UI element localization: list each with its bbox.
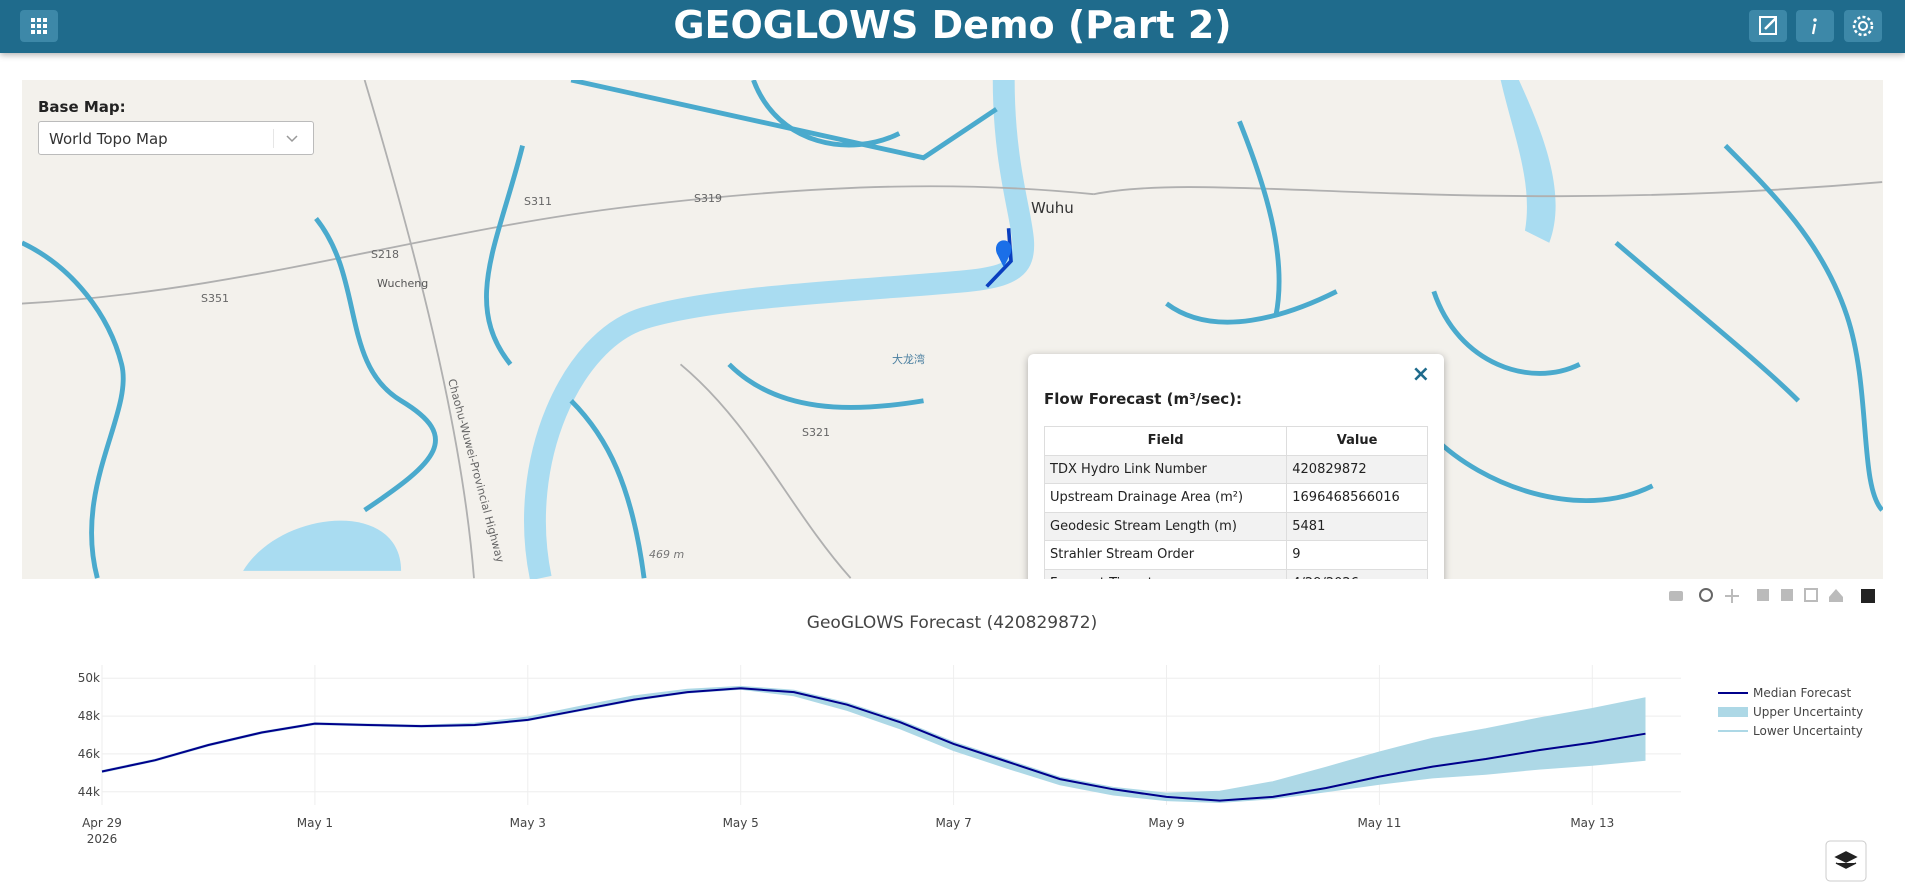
map-label: S311 xyxy=(524,195,552,208)
table-row: TDX Hydro Link Number 420829872 xyxy=(1043,454,1428,484)
edit-button[interactable] xyxy=(1749,10,1787,42)
table-row: Upstream Drainage Area (m²) 1696468566016 xyxy=(1043,483,1428,513)
map-label: S319 xyxy=(694,192,722,205)
table-row: Geodesic Stream Length (m) 5481 xyxy=(1043,511,1428,541)
base-map-label: Base Map: xyxy=(38,98,126,116)
field-value: 4/29/2026 xyxy=(1286,568,1428,579)
map-label: Wuhu xyxy=(1031,199,1074,217)
column-header: Field xyxy=(1043,426,1288,456)
x-tick-label: May 1 xyxy=(297,816,333,830)
field-value: 9 xyxy=(1286,540,1428,570)
info-icon xyxy=(1811,18,1817,35)
plotly-logo[interactable] xyxy=(1861,589,1875,603)
field-name: Forecast Timestamp xyxy=(1043,568,1288,579)
x-tick-label: Apr 29 2026 xyxy=(82,816,122,846)
field-name: Geodesic Stream Length (m) xyxy=(1043,511,1288,541)
x-tick-label: May 5 xyxy=(723,816,759,830)
x-tick-label: May 3 xyxy=(510,816,546,830)
field-value: 5481 xyxy=(1286,511,1428,541)
app-title: GEOGLOWS Demo (Part 2) xyxy=(673,3,1232,47)
y-tick-label: 46k xyxy=(78,747,100,761)
map-label: 469 m xyxy=(649,548,684,561)
map-label: S351 xyxy=(201,292,229,305)
field-name: Strahler Stream Order xyxy=(1043,540,1288,570)
modebar xyxy=(1669,588,1875,603)
popup-title: Flow Forecast (m³/sec): xyxy=(1044,390,1243,408)
y-tick-label: 50k xyxy=(78,671,100,685)
map-label: 大龙湾 xyxy=(892,352,925,366)
popup: × Flow Forecast (m³/sec): Field Value TDX … xyxy=(1028,354,1444,579)
settings-button[interactable] xyxy=(1844,10,1882,42)
apps-button[interactable] xyxy=(20,10,58,42)
zoom-in-icon[interactable] xyxy=(1757,589,1769,601)
table-row: Strahler Stream Order 9 xyxy=(1043,540,1428,570)
chart-title: GeoGLOWS Forecast (420829872) xyxy=(807,613,1097,633)
header: GEOGLOWS Demo (Part 2) xyxy=(0,0,1905,53)
uncertainty-band xyxy=(102,686,1646,803)
table-row: Forecast Timestamp4/29/2026 xyxy=(1043,568,1428,579)
pan-icon[interactable] xyxy=(1725,589,1739,603)
map-tiles: Wuhu Wucheng S319 S351 S321 S311 S218 大龙… xyxy=(22,80,1883,579)
settings-icon xyxy=(1852,15,1874,37)
field-name: Upstream Drainage Area (m²) xyxy=(1043,483,1288,513)
camera-icon[interactable] xyxy=(1669,591,1683,601)
dropdown-arrow xyxy=(273,129,298,148)
map[interactable]: Wuhu Wucheng S319 S351 S321 S311 S218 大龙… xyxy=(22,80,1883,579)
table-header-row: Field Value xyxy=(1043,426,1428,456)
chart: GeoGLOWS Forecast (420829872) 44k 46k 48k 50… xyxy=(78,588,1875,882)
field-name: TDX Hydro Link Number xyxy=(1043,454,1288,484)
info-button[interactable] xyxy=(1796,10,1834,42)
map-label: S321 xyxy=(802,426,830,439)
map-label: S218 xyxy=(371,248,399,261)
column-header: Value xyxy=(1286,426,1428,456)
legend-swatch xyxy=(1718,707,1748,717)
map-label: Wucheng xyxy=(377,277,428,290)
legend-label: Median Forecast xyxy=(1753,686,1852,700)
popup-table: Field Value TDX Hydro Link Number 420829872… xyxy=(1043,426,1428,579)
zoom-icon[interactable] xyxy=(1699,588,1713,602)
popup-close[interactable]: × xyxy=(1411,362,1430,387)
x-tick-label: May 13 xyxy=(1570,816,1614,830)
reset-icon[interactable] xyxy=(1829,589,1843,602)
x-tick-label: May 7 xyxy=(935,816,971,830)
map-label: Chaohu-Wuwei-Provincial Highway xyxy=(445,377,507,564)
x-tick-label: May 11 xyxy=(1357,816,1401,830)
y-tick-label: 48k xyxy=(78,709,100,723)
y-tick-label: 44k xyxy=(78,785,100,799)
autoscale-icon[interactable] xyxy=(1804,588,1818,602)
x-tick-label: May 9 xyxy=(1148,816,1184,830)
zoom-out-icon[interactable] xyxy=(1781,589,1793,601)
field-value: 420829872 xyxy=(1286,454,1428,484)
legend-label: Lower Uncertainty xyxy=(1753,724,1863,738)
base-map-value: World Topo Map xyxy=(49,130,168,148)
layers-button[interactable] xyxy=(1825,840,1867,882)
series-line xyxy=(101,687,1646,802)
legend-label: Upper Uncertainty xyxy=(1753,705,1863,719)
field-value: 1696468566016 xyxy=(1286,483,1428,513)
base-map-select[interactable]: World Topo Map xyxy=(38,121,314,155)
edit-icon xyxy=(1759,16,1777,35)
apps-icon xyxy=(31,18,47,34)
